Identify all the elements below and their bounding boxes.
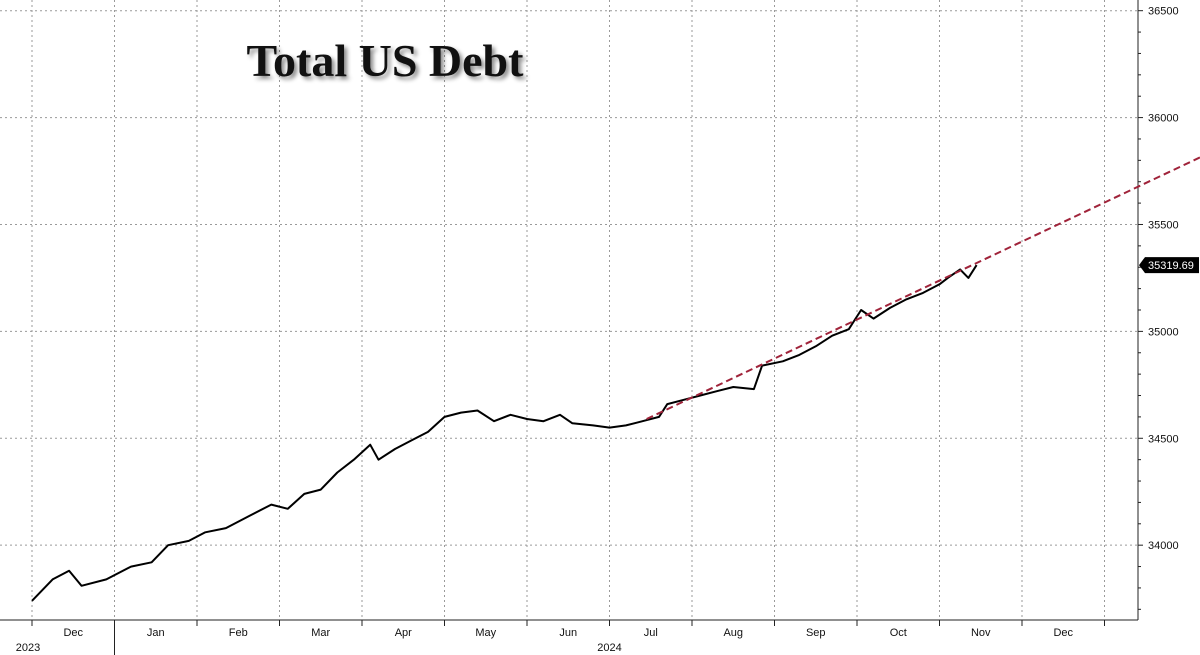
year-label: 2024 [597, 642, 621, 654]
y-tick-label: 34500 [1148, 433, 1179, 445]
last-value-text: 35319.69 [1148, 260, 1194, 272]
x-tick-label: Feb [229, 627, 248, 639]
x-tick-label: Sep [806, 627, 826, 639]
axes [0, 0, 1143, 655]
x-tick-label: Oct [890, 627, 907, 639]
y-tick-label: 35500 [1148, 219, 1179, 231]
last-value-box [1139, 257, 1199, 274]
series-layer [31, 156, 1200, 602]
x-tick-label: May [475, 627, 496, 639]
x-tick-label: Dec [63, 627, 83, 639]
debt-line [31, 264, 978, 602]
y-tick-label: 35000 [1148, 326, 1179, 338]
year-label: 2023 [16, 642, 40, 654]
y-tick-label: 34000 [1148, 540, 1179, 552]
x-tick-label: Aug [723, 627, 743, 639]
x-tick-label: Apr [395, 627, 412, 639]
labels: 34000 34500 35000 35500 36000 36500 Dec Jan Feb M… [16, 6, 1199, 654]
y-tick-label: 36000 [1148, 113, 1179, 125]
x-tick-label: Mar [311, 627, 330, 639]
x-tick-label: Nov [971, 627, 991, 639]
y-tick-label: 36500 [1148, 6, 1179, 18]
last-value-badge: 35319.69 [1139, 257, 1199, 274]
grid-lines [0, 0, 1138, 620]
chart-title: Total US Debt [247, 35, 525, 86]
trend-line [646, 156, 1200, 420]
x-tick-label: Jun [559, 627, 577, 639]
x-tick-label: Dec [1053, 627, 1073, 639]
x-tick-label: Jul [644, 627, 658, 639]
x-tick-label: Jan [147, 627, 165, 639]
